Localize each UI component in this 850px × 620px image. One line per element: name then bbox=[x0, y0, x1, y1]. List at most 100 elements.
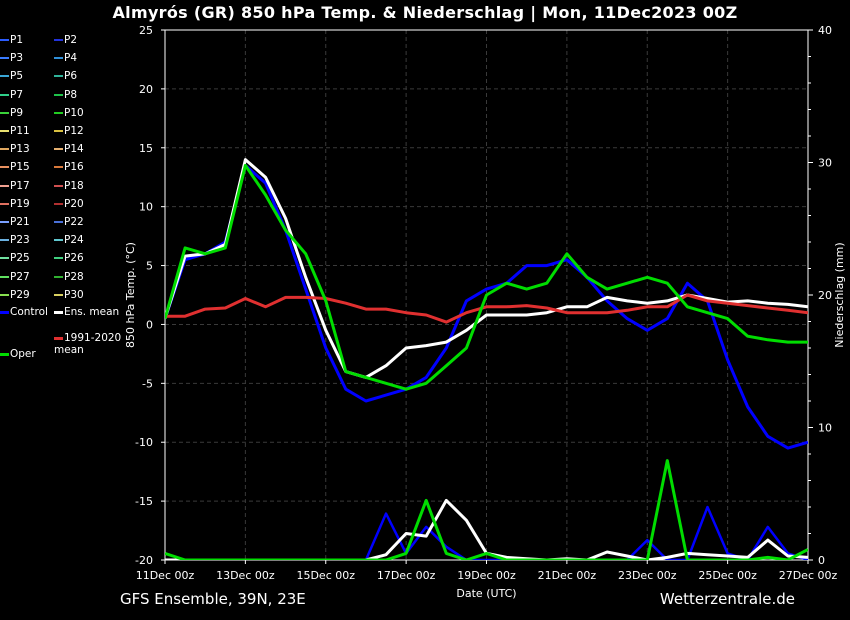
y2-tick-label: 20 bbox=[818, 289, 832, 302]
legend-swatch bbox=[0, 257, 9, 260]
legend-item: P27 bbox=[0, 271, 30, 283]
legend-item: P23 bbox=[0, 234, 30, 246]
legend-label: P2 bbox=[64, 34, 78, 46]
legend-swatch bbox=[54, 93, 63, 96]
legend-item: P15 bbox=[0, 161, 30, 173]
legend-swatch bbox=[54, 336, 63, 340]
legend-label: P27 bbox=[10, 270, 30, 283]
legend-label: P9 bbox=[10, 106, 24, 119]
legend-label: P28 bbox=[64, 270, 84, 283]
legend-label: Ens. mean bbox=[64, 306, 120, 318]
legend-item: P7 bbox=[0, 89, 23, 101]
legend-swatch bbox=[0, 75, 9, 78]
legend-swatch bbox=[54, 39, 63, 41]
legend-label: P17 bbox=[10, 179, 30, 192]
y-tick-label: 10 bbox=[139, 201, 153, 214]
legend-swatch bbox=[0, 184, 9, 187]
legend-item: P9 bbox=[0, 107, 23, 119]
legend-item: P25 bbox=[0, 252, 30, 264]
legend-label: P21 bbox=[10, 216, 30, 228]
legend-swatch bbox=[0, 293, 9, 296]
legend-label: P6 bbox=[64, 70, 78, 83]
y2-tick-label: 30 bbox=[818, 157, 832, 170]
legend-label: P30 bbox=[64, 288, 84, 301]
legend-label: P3 bbox=[10, 52, 24, 65]
x-axis-label: Date (UTC) bbox=[456, 587, 516, 600]
legend-label: P4 bbox=[64, 52, 78, 65]
y-tick-label: 0 bbox=[146, 318, 153, 331]
legend-item: P16 bbox=[54, 161, 84, 173]
legend-item: P18 bbox=[54, 180, 84, 192]
temp-line-oper bbox=[165, 163, 808, 391]
y2-tick-label: 0 bbox=[818, 554, 825, 567]
legend-swatch bbox=[0, 111, 9, 114]
legend-item: P14 bbox=[54, 143, 84, 155]
legend-label: P16 bbox=[64, 161, 84, 174]
x-tick-label: 15Dec 00z bbox=[296, 569, 355, 582]
legend-swatch bbox=[54, 130, 63, 132]
legend-item: P21 bbox=[0, 216, 30, 228]
legend-swatch bbox=[54, 293, 63, 296]
legend-label: P14 bbox=[64, 143, 84, 156]
legend-item: P12 bbox=[54, 125, 84, 137]
legend-swatch bbox=[54, 275, 63, 278]
legend-swatch bbox=[0, 239, 9, 242]
legend-swatch bbox=[0, 39, 9, 41]
legend-label: P25 bbox=[10, 252, 30, 265]
legend-item: P4 bbox=[54, 52, 77, 64]
x-tick-label: 11Dec 00z bbox=[136, 569, 195, 582]
x-tick-label: 13Dec 00z bbox=[216, 569, 275, 582]
y2-tick-label: 10 bbox=[818, 422, 832, 435]
legend-swatch bbox=[54, 257, 63, 260]
legend-item: 1991-2020 mean bbox=[54, 332, 124, 356]
y-tick-label: -15 bbox=[135, 495, 153, 508]
legend-label: P10 bbox=[64, 106, 84, 119]
legend-label: P18 bbox=[64, 179, 84, 192]
y2-axis-label: Niederschlag (mm) bbox=[833, 242, 846, 347]
legend-label: P20 bbox=[64, 197, 84, 210]
legend-item: P6 bbox=[54, 70, 77, 82]
legend-swatch bbox=[0, 148, 9, 151]
legend-label: P13 bbox=[10, 143, 30, 156]
y-tick-label: -10 bbox=[135, 436, 153, 449]
legend-label: 1991-2020 mean bbox=[54, 332, 122, 356]
source-footer: Wetterzentrale.de bbox=[659, 590, 795, 608]
legend-item: P13 bbox=[0, 143, 30, 155]
legend-label: Oper bbox=[10, 348, 36, 360]
y-tick-label: -5 bbox=[142, 377, 153, 390]
legend-swatch bbox=[54, 166, 63, 169]
legend-swatch bbox=[0, 352, 9, 356]
legend-item: P28 bbox=[54, 271, 84, 283]
model-info-footer: GFS Ensemble, 39N, 23E bbox=[120, 590, 306, 608]
legend-label: P11 bbox=[10, 125, 30, 137]
legend-swatch bbox=[0, 202, 9, 205]
legend-item: P26 bbox=[54, 252, 84, 264]
legend-swatch bbox=[0, 310, 9, 314]
legend-swatch bbox=[0, 57, 9, 60]
legend-swatch bbox=[54, 75, 63, 78]
legend-item: P2 bbox=[54, 34, 77, 46]
legend-item: Ens. mean bbox=[54, 306, 119, 318]
legend-swatch bbox=[54, 111, 63, 114]
legend-swatch bbox=[54, 239, 63, 242]
temp-line-control bbox=[165, 163, 808, 450]
legend-swatch bbox=[0, 275, 9, 278]
x-tick-label: 23Dec 00z bbox=[618, 569, 677, 582]
temp-line-ens-mean bbox=[165, 158, 808, 379]
legend-item: P29 bbox=[0, 289, 30, 301]
legend-label: P24 bbox=[64, 234, 84, 247]
legend-item: P5 bbox=[0, 70, 23, 82]
legend-item: Control bbox=[0, 306, 48, 318]
legend-swatch bbox=[0, 166, 9, 169]
legend-label: P19 bbox=[10, 197, 30, 210]
x-tick-label: 21Dec 00z bbox=[538, 569, 597, 582]
legend-label: P23 bbox=[10, 234, 30, 247]
legend-label: Control bbox=[10, 306, 48, 318]
legend-swatch bbox=[54, 221, 63, 223]
precip-line-control bbox=[165, 505, 808, 560]
legend-item: P8 bbox=[54, 89, 77, 101]
y2-tick-label: 40 bbox=[818, 24, 832, 37]
legend-swatch bbox=[54, 310, 63, 314]
legend-item: P1 bbox=[0, 34, 23, 46]
